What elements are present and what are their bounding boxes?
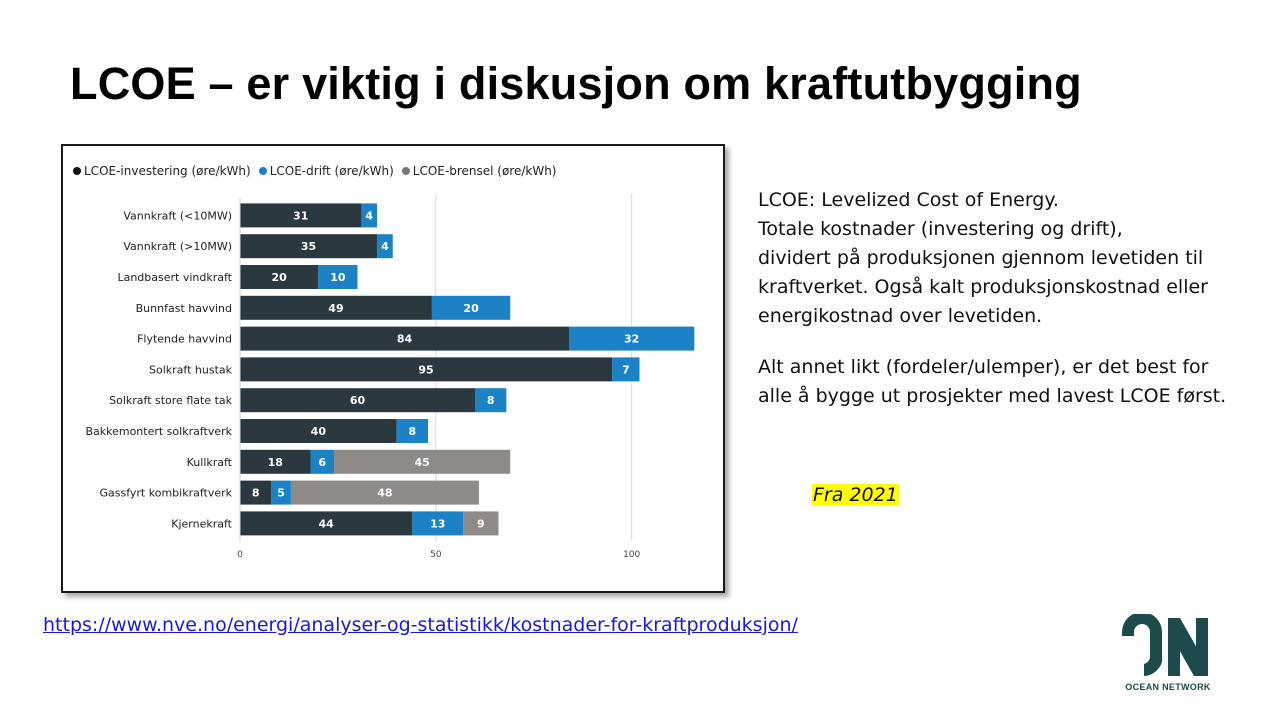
- category-label: Flytende havvind: [137, 333, 232, 346]
- legend-label-drift: LCOE-drift (øre/kWh): [269, 164, 394, 178]
- legend-dot-brensel: [401, 167, 410, 175]
- data-label: 95: [418, 363, 433, 376]
- data-label: 8: [252, 487, 260, 500]
- data-label: 10: [330, 271, 346, 284]
- source-link[interactable]: https://www.nve.no/energi/analyser-og-st…: [43, 614, 798, 636]
- data-label: 8: [409, 425, 417, 438]
- bar-segment: [290, 480, 479, 505]
- description-line-3: dividert på produksjonen gjennom levetid…: [758, 247, 1204, 269]
- data-label: 13: [430, 517, 445, 530]
- bar-segment: [310, 449, 334, 474]
- description-paragraph-2: Alt annet likt (fordeler/ulemper), er de…: [758, 353, 1238, 411]
- bar-segment: [240, 357, 613, 382]
- category-label: Landbasert vindkraft: [117, 271, 232, 284]
- data-label: 45: [414, 456, 429, 469]
- chart-panel: LCOE-investering (øre/kWh) LCOE-drift (ø…: [61, 144, 725, 593]
- data-label: 60: [350, 394, 366, 407]
- data-label: 40: [311, 425, 327, 438]
- bar-segment: [431, 295, 511, 320]
- bar-segment: [475, 388, 507, 413]
- description-line-2: Totale kostnader (investering og drift),: [758, 218, 1123, 240]
- bar-segment: [240, 388, 475, 413]
- category-label: Kjernekraft: [171, 517, 232, 530]
- data-label: 4: [365, 209, 373, 222]
- bar-segment: [463, 511, 499, 536]
- data-label: 84: [397, 333, 413, 346]
- bar-segment: [240, 480, 272, 505]
- data-label: 48: [377, 487, 392, 500]
- x-tick-label: 100: [623, 550, 640, 560]
- page-title: LCOE – er viktig i diskusjon om kraftutb…: [70, 58, 1082, 109]
- bar-segment: [612, 357, 640, 382]
- category-label: Kullkraft: [187, 456, 233, 469]
- data-label: 4: [381, 240, 389, 253]
- description-line-6: Alt annet likt (fordeler/ulemper), er de…: [758, 356, 1209, 378]
- chart-legend: LCOE-investering (øre/kWh) LCOE-drift (ø…: [73, 164, 556, 178]
- data-label: 8: [487, 394, 495, 407]
- description-line-7: alle å bygge ut prosjekter med lavest LC…: [758, 385, 1227, 407]
- logo-mark: [1122, 612, 1208, 676]
- data-label: 5: [277, 487, 285, 500]
- highlighted-note: Fra 2021: [812, 484, 899, 506]
- description-text: LCOE: Levelized Cost of Energy. Totale k…: [758, 186, 1238, 411]
- category-label: Gassfyrt kombikraftverk: [99, 487, 232, 500]
- x-tick-label: 50: [430, 550, 442, 560]
- bar-chart: 0 50 100 Vannkraft (<10MW) 31 4 Vannkraft (>10…: [85, 194, 695, 560]
- bar-segment: [240, 295, 432, 320]
- bar-segment: [361, 203, 378, 228]
- bar-segment: [240, 449, 311, 474]
- bar-segment: [240, 203, 362, 228]
- legend-item-investering: LCOE-investering (øre/kWh): [73, 164, 251, 178]
- bar-segment: [569, 326, 695, 351]
- bar-segment: [412, 511, 464, 536]
- bar-segment: [240, 265, 319, 289]
- bar-segment: [377, 234, 393, 259]
- bar-segment: [240, 511, 413, 536]
- description-line-4: kraftverket. Også kalt produksjonskostna…: [758, 276, 1208, 298]
- legend-label-investering: LCOE-investering (øre/kWh): [84, 164, 251, 178]
- description-line-5: energikostnad over levetiden.: [758, 305, 1043, 327]
- category-label: Bakkemontert solkraftverk: [85, 425, 232, 438]
- category-label: Solkraft store flate tak: [109, 394, 233, 407]
- data-label: 35: [301, 240, 316, 253]
- category-label: Bunnfast havvind: [136, 302, 232, 315]
- bar-segment: [240, 419, 397, 443]
- category-label: Vannkraft (<10MW): [123, 209, 232, 222]
- x-tick-label: 0: [237, 550, 243, 560]
- category-label: Solkraft hustak: [149, 363, 233, 376]
- bar-segment: [334, 449, 511, 474]
- data-label: 32: [624, 333, 639, 346]
- bar-segment: [318, 265, 358, 289]
- bar-segment: [240, 326, 569, 351]
- description-line-1: LCOE: Levelized Cost of Energy.: [758, 189, 1059, 211]
- bar-segment: [271, 480, 291, 505]
- legend-dot-investering: [73, 167, 81, 175]
- legend-label-brensel: LCOE-brensel (øre/kWh): [412, 164, 557, 178]
- legend-item-brensel: LCOE-brensel (øre/kWh): [401, 164, 557, 178]
- logo-text: OCEAN NETWORK: [1125, 682, 1211, 692]
- bar-segment: [240, 234, 378, 259]
- data-label: 31: [293, 209, 308, 222]
- legend-item-drift: LCOE-drift (øre/kWh): [258, 164, 394, 178]
- data-label: 49: [328, 302, 343, 315]
- description-paragraph-1: LCOE: Levelized Cost of Energy. Totale k…: [758, 186, 1238, 331]
- data-label: 20: [463, 302, 479, 315]
- category-label: Vannkraft (>10MW): [123, 240, 232, 253]
- bar-segment: [396, 419, 428, 443]
- data-label: 20: [272, 271, 288, 284]
- data-label: 9: [477, 517, 485, 530]
- data-label: 44: [319, 517, 335, 530]
- data-label: 18: [268, 456, 283, 469]
- data-label: 7: [622, 363, 630, 376]
- legend-dot-drift: [258, 167, 267, 175]
- ocean-network-logo: OCEAN NETWORK: [1118, 612, 1218, 696]
- data-label: 6: [318, 456, 326, 469]
